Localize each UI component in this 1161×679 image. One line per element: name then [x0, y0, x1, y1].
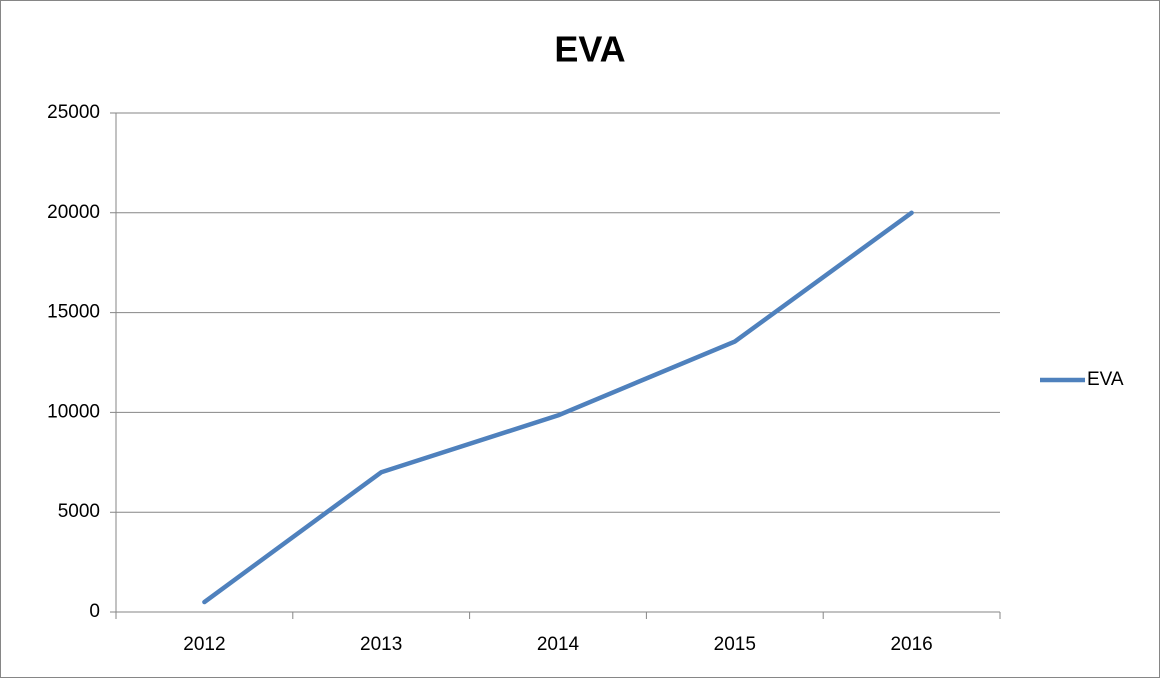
y-tick-label: 15000	[47, 302, 100, 323]
y-tick-label: 25000	[47, 102, 100, 123]
chart-title: EVA	[554, 29, 625, 70]
x-tick-label: 2016	[890, 634, 932, 655]
x-tick-label: 2012	[183, 634, 225, 655]
y-tick-label: 20000	[47, 202, 100, 223]
x-tick-label: 2015	[714, 634, 756, 655]
x-tick-label: 2014	[537, 634, 580, 655]
legend-label: EVA	[1087, 369, 1124, 390]
x-tick-label: 2013	[360, 634, 402, 655]
y-tick-label: 0	[89, 601, 100, 622]
y-tick-label: 10000	[47, 401, 100, 422]
data-line	[202, 210, 914, 605]
y-tick-label: 5000	[58, 501, 100, 522]
